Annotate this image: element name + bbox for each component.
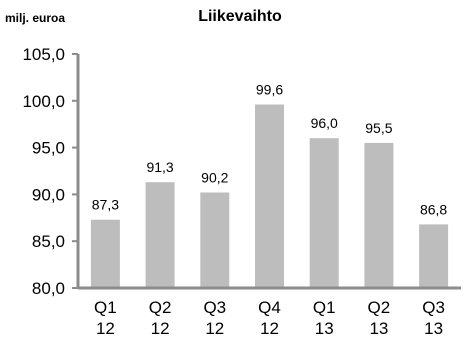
y-axis-unit-label: milj. euroa <box>5 11 65 25</box>
category-label-2-line-1: 12 <box>205 319 224 338</box>
x-axis: Q1 12 Q2 12 Q3 12 Q4 12 Q1 13 Q2 13 Q3 13 <box>78 286 461 338</box>
y-tick-label-2: 90,0 <box>32 185 65 204</box>
data-label-6: 86,8 <box>420 201 447 217</box>
y-tick-label-5: 105,0 <box>22 45 65 64</box>
bar-3 <box>255 104 284 288</box>
category-label-2-line-0: Q3 <box>203 298 226 317</box>
category-label-3-line-0: Q4 <box>258 298 281 317</box>
category-label-1-line-0: Q2 <box>149 298 172 317</box>
y-tick-label-1: 85,0 <box>32 232 65 251</box>
category-label-6-line-0: Q3 <box>422 298 445 317</box>
y-tick-label-4: 100,0 <box>22 92 65 111</box>
category-label-4-line-1: 13 <box>315 319 334 338</box>
data-label-2: 90,2 <box>201 170 228 186</box>
chart-title: Liikevaihto <box>198 8 282 25</box>
category-label-0-line-0: Q1 <box>94 298 117 317</box>
data-label-3: 99,6 <box>256 82 283 98</box>
y-axis: 80,0 85,0 90,0 95,0 100,0 105,0 <box>22 45 80 298</box>
category-label-5-line-1: 13 <box>369 319 388 338</box>
bar-4 <box>309 138 339 288</box>
category-label-6-line-1: 13 <box>424 319 443 338</box>
category-label-4-line-0: Q1 <box>313 298 336 317</box>
y-tick-label-3: 95,0 <box>32 139 65 158</box>
category-label-1-line-1: 12 <box>151 319 170 338</box>
bar-1 <box>145 182 175 288</box>
y-tick-label-0: 80,0 <box>32 279 65 298</box>
category-label-0-line-1: 12 <box>96 319 115 338</box>
data-label-0: 87,3 <box>92 197 119 213</box>
category-label-3-line-1: 12 <box>260 319 279 338</box>
bars-group: 87,3 91,3 90,2 99,6 96,0 95,5 86,8 <box>90 82 449 288</box>
bar-5 <box>364 142 394 288</box>
bar-6 <box>419 224 449 288</box>
category-label-5-line-0: Q2 <box>368 298 391 317</box>
data-label-1: 91,3 <box>146 159 173 175</box>
data-label-4: 96,0 <box>311 115 338 131</box>
bar-2 <box>200 192 230 288</box>
data-label-5: 95,5 <box>365 120 392 136</box>
bar-0 <box>90 219 120 288</box>
